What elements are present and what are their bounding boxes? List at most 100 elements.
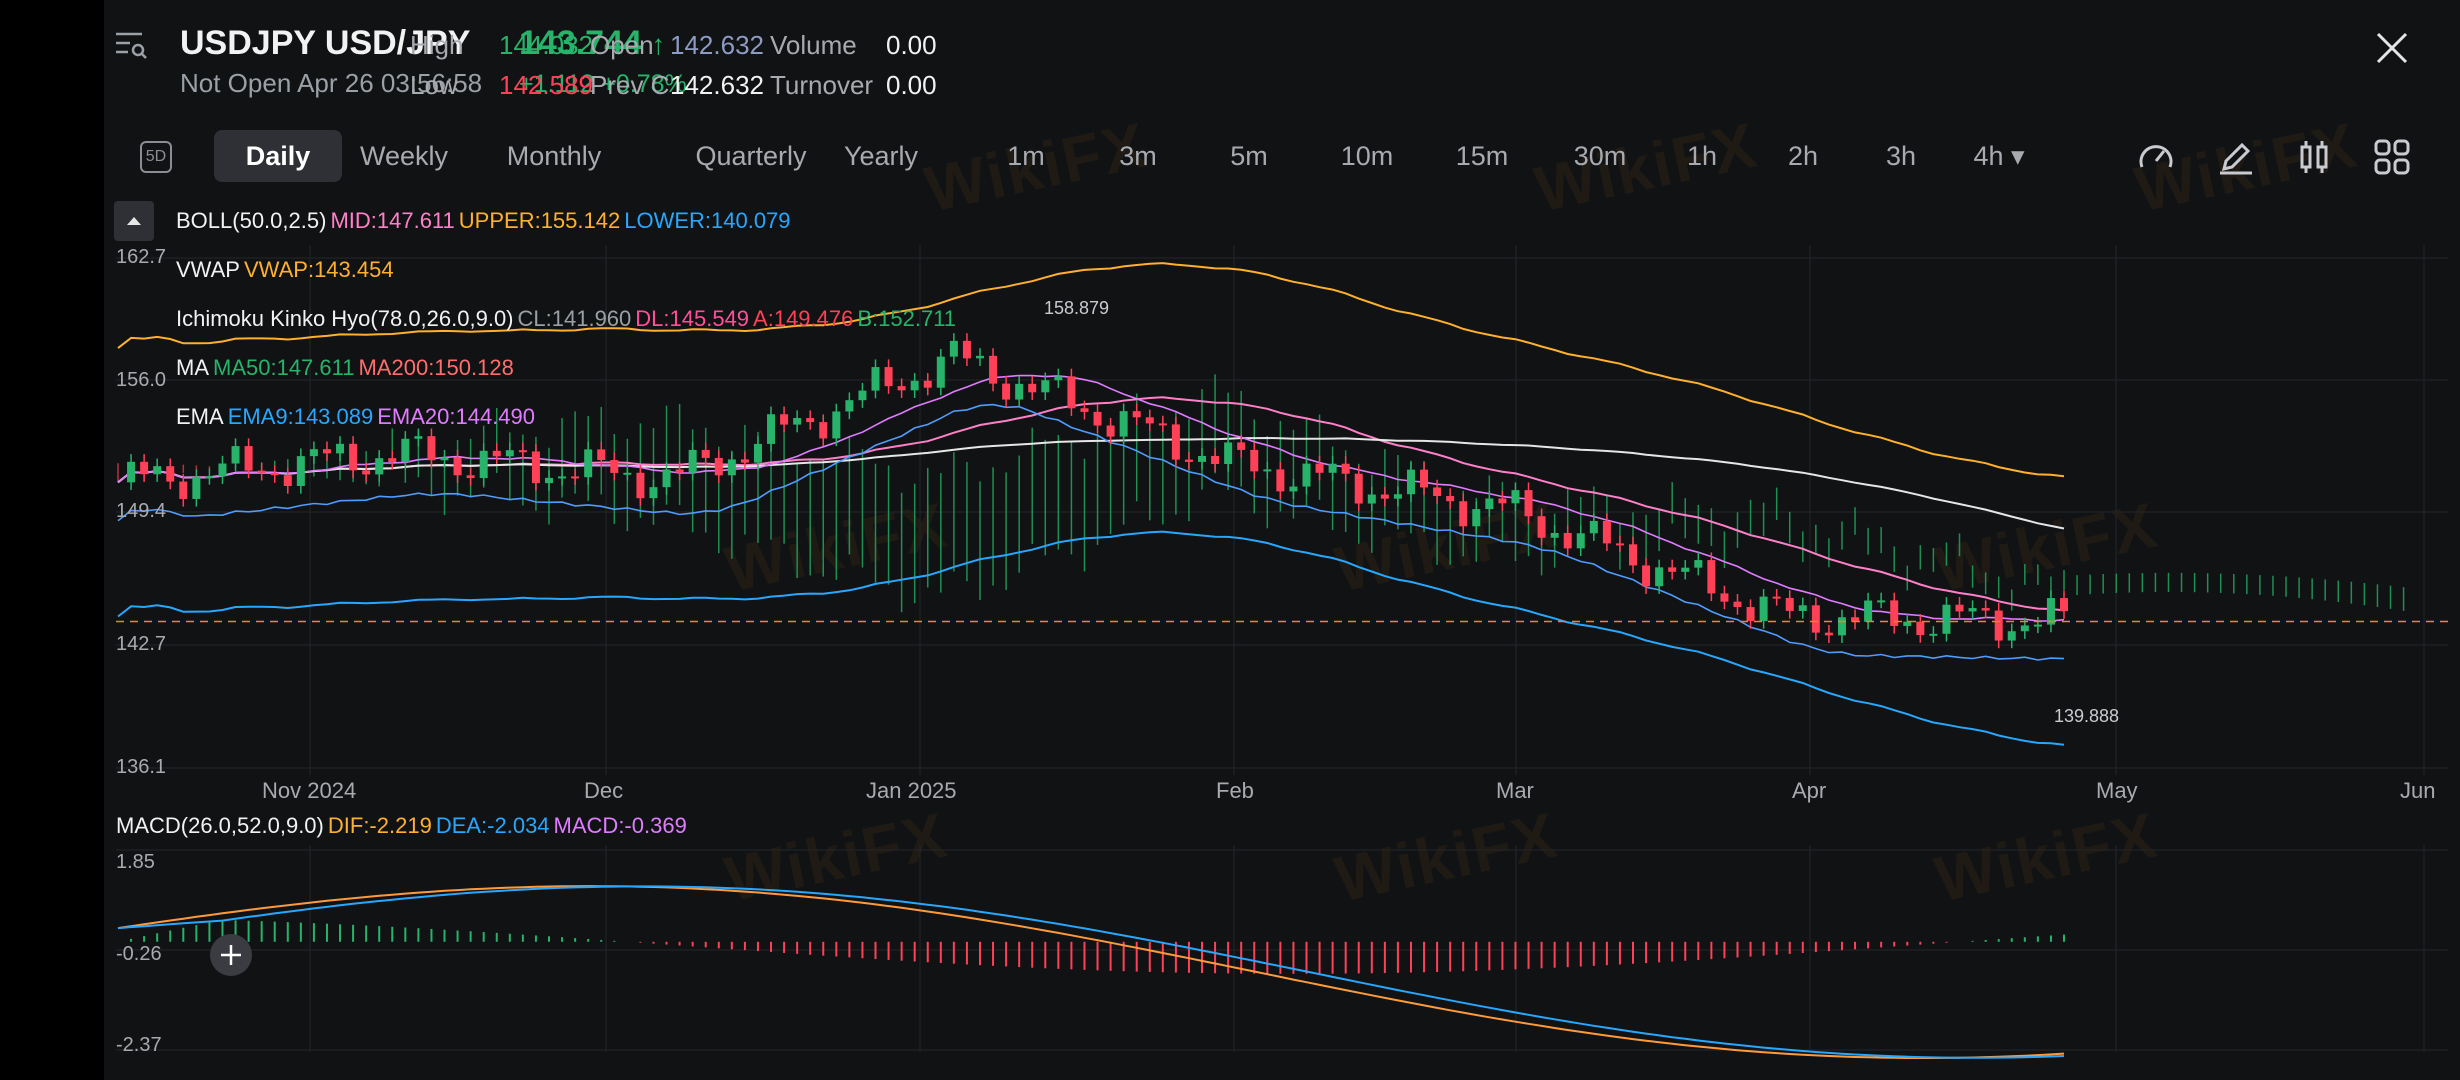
candle-type-icon[interactable] — [2294, 137, 2334, 177]
candle-body — [362, 470, 371, 475]
candle-body — [1433, 487, 1442, 496]
candle-body — [427, 436, 436, 461]
candle-body — [1393, 494, 1402, 499]
candle-body — [1811, 605, 1820, 633]
candle-body — [1759, 596, 1768, 622]
tab-daily[interactable]: Daily — [214, 130, 342, 182]
candle-body — [793, 418, 802, 425]
candle-body — [1720, 593, 1729, 602]
ma200-value: MA200:150.128 — [358, 355, 514, 380]
candle-body — [1589, 520, 1598, 534]
tab-monthly[interactable]: Monthly — [506, 141, 602, 171]
candle-body — [1028, 383, 1037, 393]
candle-body — [2033, 624, 2042, 627]
candle-body — [531, 451, 540, 484]
candle-body — [1942, 604, 1951, 634]
candle-body — [1681, 567, 1690, 572]
gauge-icon[interactable] — [2136, 137, 2176, 177]
y-tick: 136.1 — [116, 756, 167, 778]
candle-body — [897, 386, 906, 391]
boll-upper-line — [117, 262, 2065, 478]
candle-body — [1851, 617, 1860, 622]
tab-quarterly[interactable]: Quarterly — [695, 141, 807, 171]
close-icon[interactable] — [2374, 30, 2410, 66]
candle-body — [1198, 455, 1207, 462]
add-crosshair-button[interactable] — [210, 934, 252, 976]
tab-15m[interactable]: 15m — [1455, 141, 1509, 171]
price-chart[interactable] — [104, 0, 2460, 1080]
candle-body — [244, 446, 253, 471]
tab-5m[interactable]: 5m — [1230, 141, 1268, 171]
candle-body — [1237, 442, 1246, 450]
candle-body — [2020, 625, 2029, 632]
macd-label: MACD(26.0,52.0,9.0) — [116, 813, 324, 838]
candle-body — [336, 443, 345, 454]
candle-body — [1315, 463, 1324, 473]
x-tick: Nov 2024 — [262, 778, 357, 803]
menu-search-icon[interactable] — [114, 28, 148, 62]
candle-body — [153, 466, 162, 475]
candle-body — [884, 367, 893, 387]
stat-label: Prev C — [590, 70, 670, 100]
candle-body — [662, 469, 671, 488]
candle-body — [1420, 469, 1429, 488]
candle-body — [1171, 424, 1180, 460]
candle-body — [1485, 498, 1494, 510]
candle-body — [845, 400, 854, 412]
candle-body — [1537, 516, 1546, 538]
candle-body — [675, 469, 684, 473]
tab-4h[interactable]: 4h ▾ — [1973, 141, 2025, 171]
candle-body — [375, 458, 384, 475]
candle-body — [1733, 601, 1742, 608]
vwap-label: VWAP — [176, 257, 240, 282]
pen-icon[interactable] — [2216, 137, 2256, 177]
ma-label: MA — [176, 355, 209, 380]
candle-body — [1158, 423, 1167, 426]
stat-label: Turnover — [770, 70, 874, 100]
status-text: Not Open — [180, 68, 292, 98]
status-datetime: Apr 26 03:56:58 — [297, 68, 483, 98]
candle-body — [205, 476, 214, 479]
tab-3h[interactable]: 3h — [1885, 141, 1917, 171]
candle-body — [1250, 449, 1259, 472]
tab-weekly[interactable]: Weekly — [359, 141, 449, 171]
candle-body — [1080, 408, 1089, 412]
candle-body — [701, 449, 710, 458]
candle-body — [1824, 632, 1833, 636]
stat-value: 0.00 — [886, 30, 937, 60]
candle-body — [1067, 376, 1076, 409]
symbol-title: USDJPY USD/JPY — [180, 24, 470, 63]
ma200-line — [117, 436, 2065, 530]
tab-2h[interactable]: 2h — [1787, 141, 1819, 171]
day-range-icon[interactable]: 5D — [140, 141, 172, 173]
ema20-value: EMA20:144.490 — [377, 404, 536, 429]
tab-yearly[interactable]: Yearly — [843, 141, 919, 171]
stat-value: 0.00 — [886, 70, 937, 100]
candle-body — [610, 459, 619, 473]
ema9-line — [117, 403, 2065, 661]
candle-body — [1289, 486, 1298, 492]
stat-label: Volume — [770, 30, 857, 60]
tab-1m[interactable]: 1m — [1007, 141, 1045, 171]
candle-body — [975, 355, 984, 359]
macd-dif-line — [117, 885, 2065, 1059]
boll-lower-line — [117, 530, 2065, 746]
collapse-indicators-button[interactable] — [114, 201, 154, 241]
candle-body — [2007, 631, 2016, 641]
boll-upper: UPPER:155.142 — [458, 208, 621, 233]
grid-icon[interactable] — [2372, 137, 2412, 177]
candle-body — [453, 457, 462, 476]
stat-value: 142.589 — [499, 70, 593, 100]
candle-body — [1446, 495, 1455, 502]
y-tick: 162.7 — [116, 246, 167, 268]
candle-body — [1655, 567, 1664, 587]
candle-body — [806, 418, 815, 423]
tab-30m[interactable]: 30m — [1573, 141, 1627, 171]
stat-value: 142.632 — [670, 70, 764, 100]
candle-body — [192, 477, 201, 499]
candle-body — [1929, 633, 1938, 636]
tab-1h[interactable]: 1h — [1686, 141, 1718, 171]
candle-body — [218, 463, 227, 477]
tab-10m[interactable]: 10m — [1340, 141, 1394, 171]
tab-3m[interactable]: 3m — [1119, 141, 1157, 171]
